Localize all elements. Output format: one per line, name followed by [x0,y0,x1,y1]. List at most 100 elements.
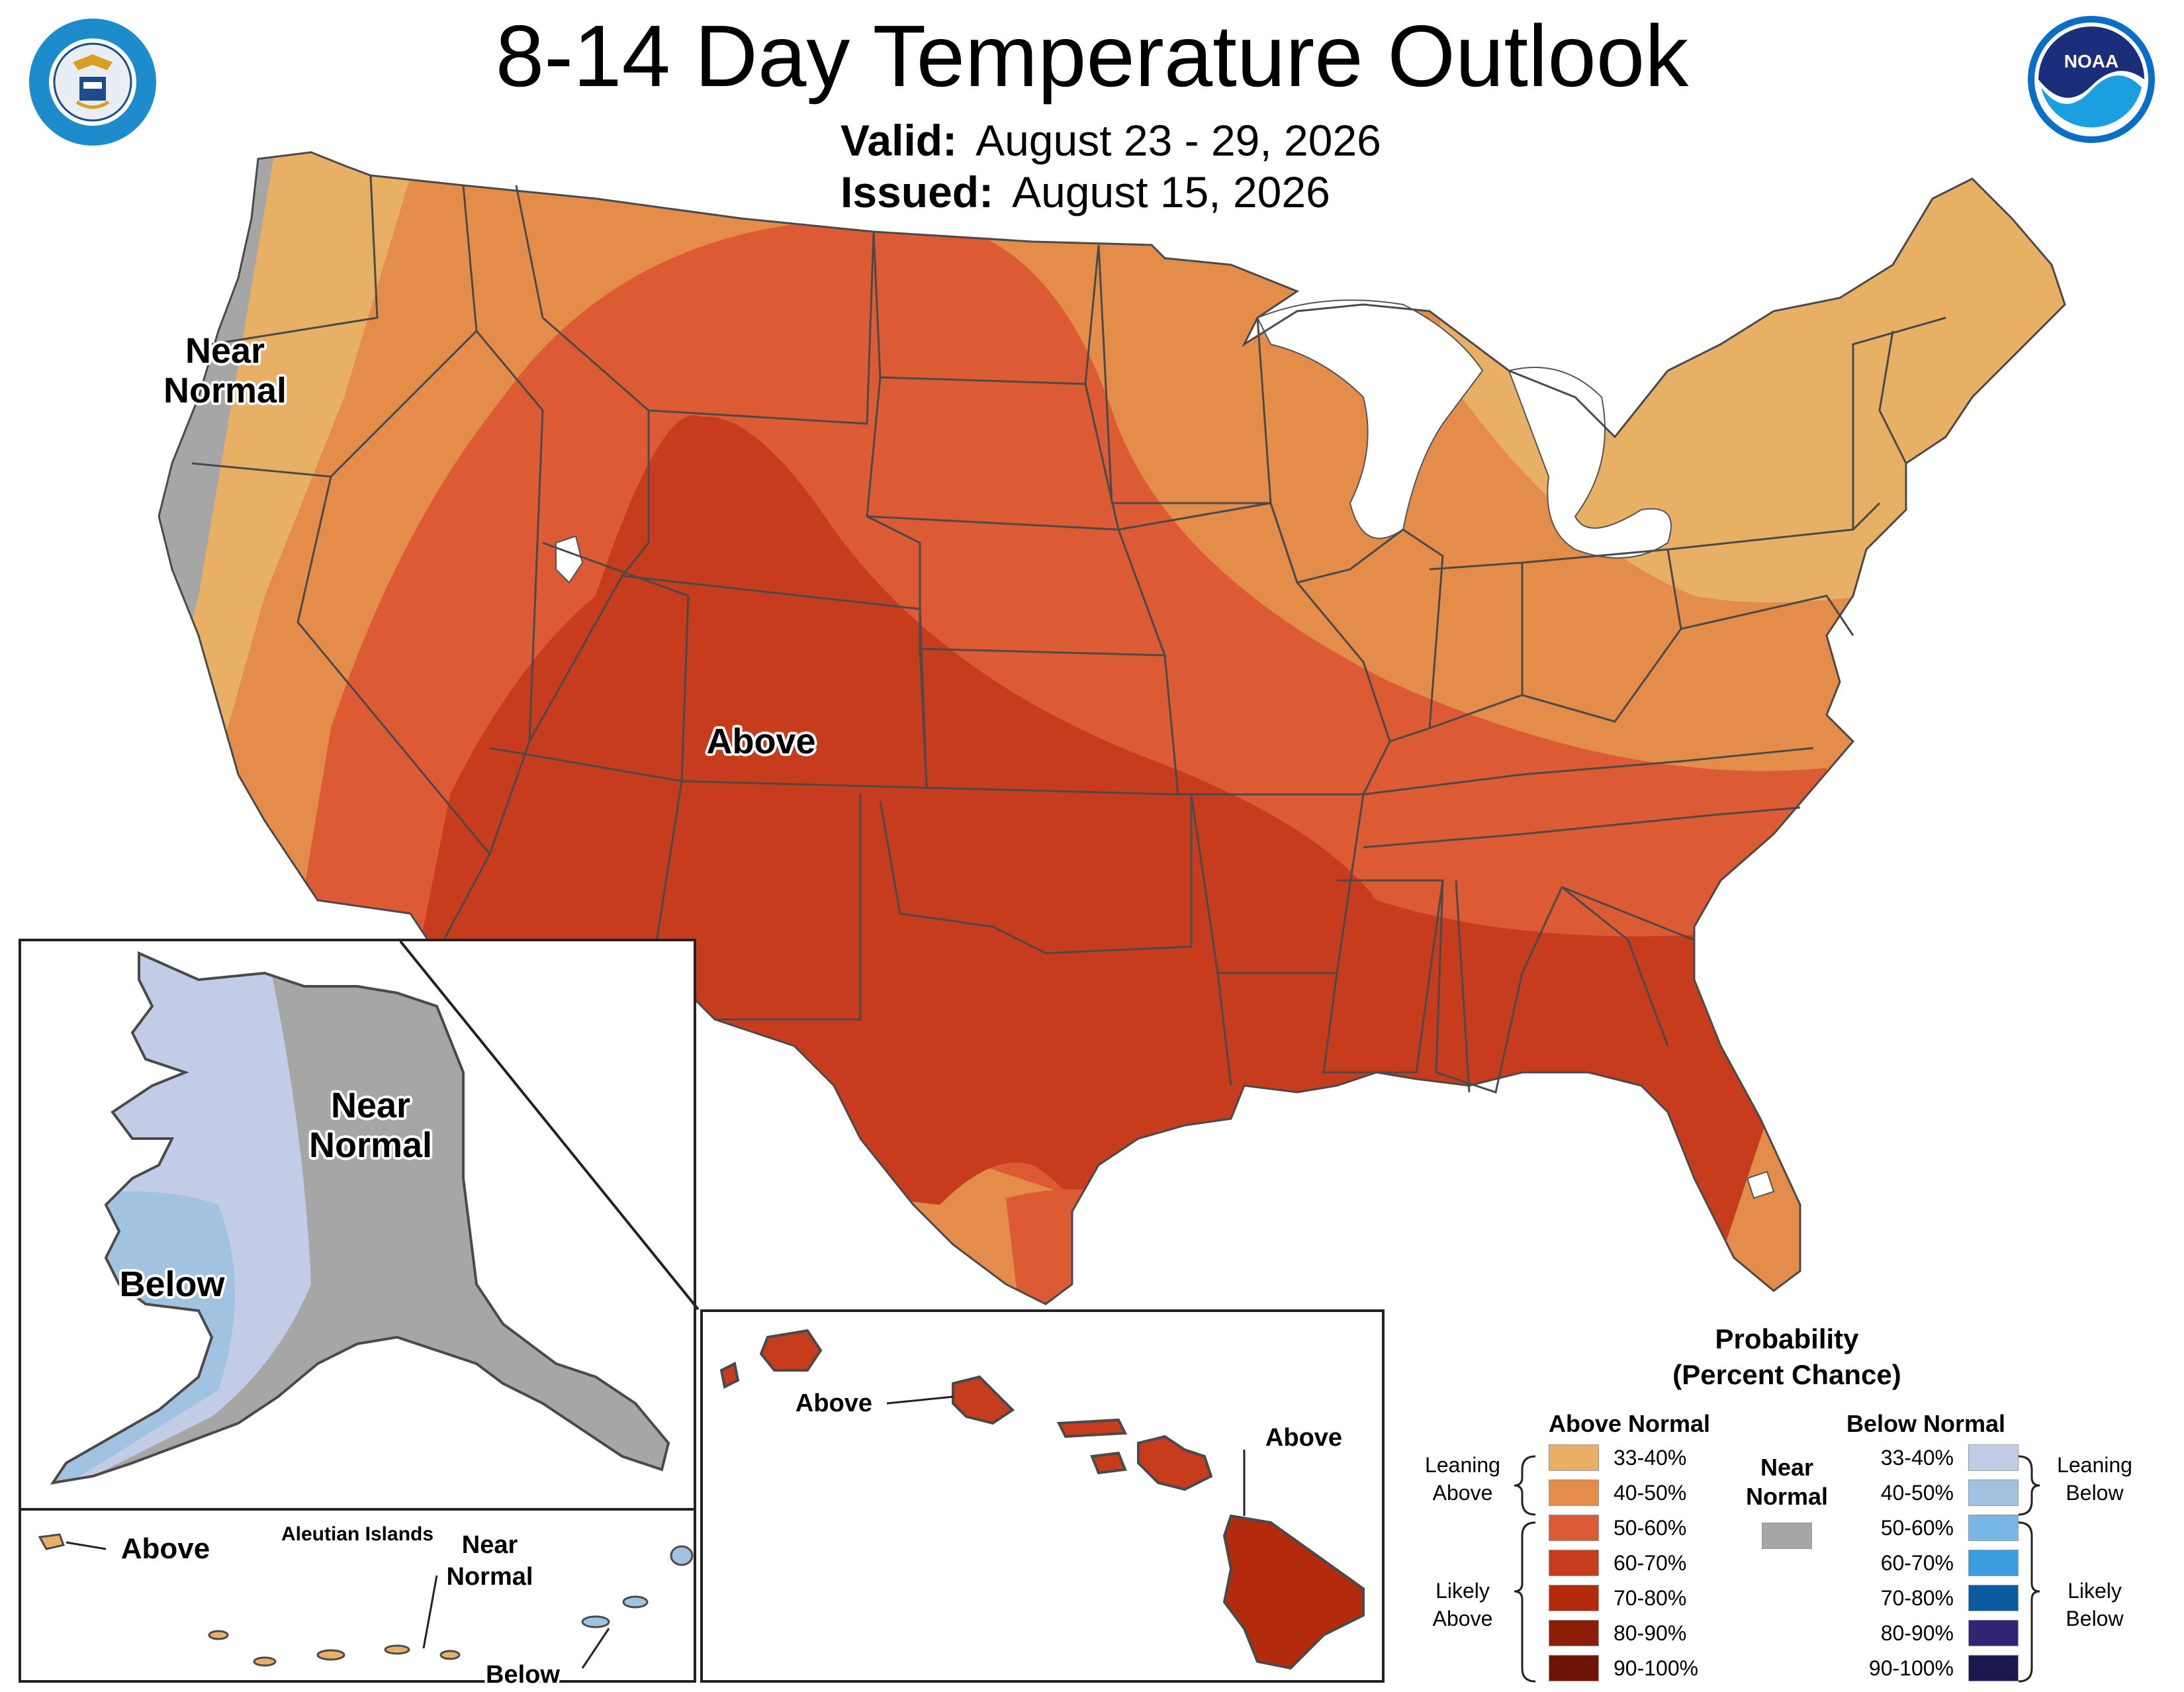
band-conus-50-60-south-tx [1006,1189,1099,1304]
legend-above-row: 33-40% [1549,1443,1686,1472]
legend-below-label: 40-50% [1880,1480,1954,1505]
valid-date-row: Valid: August 23 - 29, 2026 [841,114,1381,167]
legend-leaning-below-1: Leaning [2057,1453,2132,1477]
legend-above-swatch [1549,1515,1599,1541]
legend-above-label: 60-70% [1614,1550,1687,1575]
legend-below-swatch [1968,1515,2019,1541]
legend-above-swatch [1549,1550,1599,1576]
valid-label: Valid: [841,116,958,165]
conus-above-label: Above [706,722,816,761]
legend-likely-above-1: Likely [1435,1579,1490,1603]
legend-below-label: 50-60% [1880,1515,1954,1540]
legend-below-row: 60-70% [1866,1548,2019,1577]
legend-below-row: 90-100% [1866,1654,2019,1683]
hawaii-above-west-leader [886,1395,954,1405]
legend-leaning-above-1: Leaning [1425,1453,1500,1477]
alaska-below-label: Below [119,1264,225,1304]
legend-title: Probability (Percent Chance) [1602,1321,1972,1393]
legend-above-row: 80-90% [1549,1619,1686,1648]
legend-below-row: 33-40% [1866,1443,2019,1472]
legend-above-row: 70-80% [1549,1583,1686,1613]
legend-leaning-above: Leaning Above [1410,1451,1516,1507]
lake-okeechobee [1746,1170,1775,1199]
issued-value: August 15, 2026 [1012,167,1330,216]
legend-near-header-2: Normal [1745,1483,1829,1510]
legend-above-header: Above Normal [1549,1410,1711,1437]
legend-above-row: 40-50% [1549,1478,1686,1507]
island-oahu [952,1375,1015,1425]
legend-below-swatch [1968,1480,2019,1506]
legend-above-swatch [1549,1480,1599,1506]
aleutian-below-leader [581,1628,610,1669]
aleutian-central-islands [208,1630,461,1667]
aleutian-title: Aleutian Islands [281,1523,434,1545]
legend-title-line2: (Percent Chance) [1672,1359,1901,1390]
legend-below-swatch [1968,1550,2019,1576]
aleutian-west-island [38,1533,66,1550]
legend-below-row: 70-80% [1866,1583,2019,1613]
hawaii-above-east-label: Above [1265,1424,1343,1452]
aleutian-inset-frame [19,1508,696,1683]
noaa-logo-text: NOAA [2064,51,2118,71]
aleutian-near-normal-leader [422,1575,438,1649]
alaska-outline [50,951,670,1485]
valid-value: August 23 - 29, 2026 [976,116,1381,165]
legend-below-swatch [1968,1444,2019,1471]
legend-below-row: 50-60% [1866,1513,2019,1542]
island-molokai [1056,1418,1128,1438]
legend-leaning-below-2: Below [2066,1481,2124,1505]
band-conus-33-40-west [165,152,424,861]
legend-leaning-above-2: Above [1432,1481,1493,1505]
legend-below-row: 40-50% [1866,1478,2019,1507]
aleutian-near-normal-label: Near Normal [446,1531,533,1591]
great-lakes-east [1508,367,1672,559]
legend-near-header-1: Near [1760,1454,1814,1481]
legend-above-label: 70-80% [1614,1585,1687,1610]
great-lakes-west [1256,299,1484,540]
legend-below-swatch [1968,1585,2019,1611]
legend-title-line1: Probability [1715,1323,1859,1354]
great-salt-lake [555,535,584,584]
legend-above-label: 40-50% [1614,1480,1687,1505]
legend-below-row: 80-90% [1866,1619,2019,1648]
aleutian-below-label: Below [486,1661,560,1689]
legend-likely-below-1: Likely [2068,1579,2122,1603]
island-kauai [759,1329,823,1372]
noaa-logo-icon: NOAA [2028,16,2155,143]
legend-leaning-below: Leaning Below [2038,1451,2151,1507]
island-hawaii [1222,1514,1365,1670]
legend-brackets [1514,1455,2040,1683]
legend-above-label: 90-100% [1614,1656,1699,1680]
island-lanai [1090,1451,1127,1475]
legend-likely-above: Likely Above [1410,1577,1516,1632]
alaska-near-normal-label: Near Normal [308,1086,433,1165]
conus-near-normal-label: Near Normal [163,331,287,410]
aleutian-above-label: Above [120,1532,210,1565]
aleutian-above-leader [66,1541,107,1550]
issued-date-row: Issued: August 15, 2026 [841,165,1330,218]
hawaii-islands [719,1329,1365,1670]
legend-likely-above-2: Above [1432,1607,1493,1630]
legend-above-swatch [1549,1444,1599,1471]
legend-above-label: 80-90% [1614,1621,1687,1645]
legend-likely-below: Likely Below [2038,1577,2151,1632]
legend-below-label: 60-70% [1880,1550,1954,1575]
legend-below-header: Below Normal [1846,1410,2006,1437]
legend-above-label: 50-60% [1614,1515,1687,1540]
legend-above-row: 60-70% [1549,1548,1686,1577]
island-maui [1137,1434,1213,1491]
legend-above-swatch [1549,1655,1599,1681]
commerce-seal-icon [29,19,156,146]
issued-label: Issued: [841,167,994,216]
legend-below-label: 80-90% [1880,1621,1954,1645]
legend-above-row: 90-100% [1549,1654,1698,1683]
legend-above-swatch [1549,1585,1599,1611]
legend-below-label: 33-40% [1880,1445,1954,1470]
legend-above-swatch [1549,1620,1599,1646]
aleutian-east-islands [581,1545,694,1628]
legend-below-label: 70-80% [1880,1585,1954,1610]
legend-above-row: 50-60% [1549,1513,1686,1542]
island-niihau [719,1362,740,1389]
hawaii-above-west-label: Above [795,1389,873,1417]
